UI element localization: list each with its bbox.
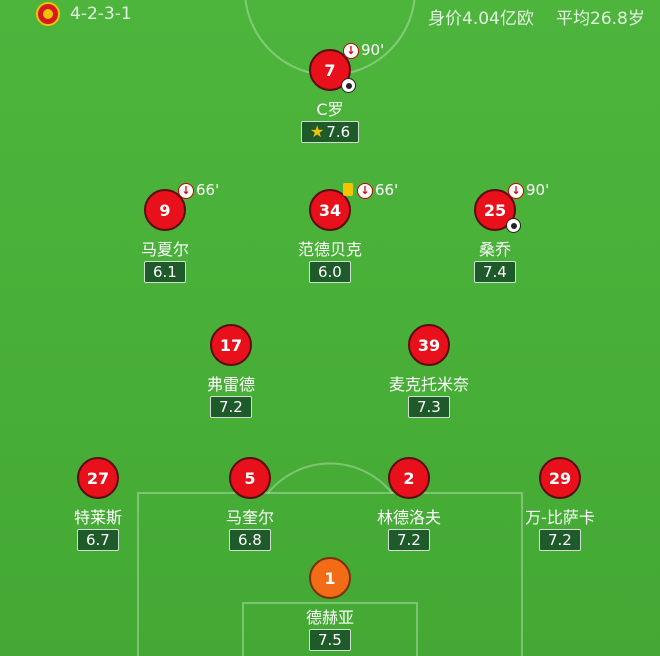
rating-value: 7.5 [318, 631, 342, 649]
rating-value: 7.3 [417, 398, 441, 416]
market-value: 身价4.04亿欧 [428, 9, 534, 29]
rating-value: 6.1 [153, 263, 177, 281]
rating-value: 6.8 [238, 531, 262, 549]
player-name: 德赫亚 [305, 608, 354, 627]
player-number: 27 [77, 457, 119, 499]
rating-value: 7.2 [548, 531, 572, 549]
average-age: 平均26.8岁 [556, 9, 645, 29]
player-rating: 6.8 [229, 529, 271, 551]
rating-value: 7.2 [219, 398, 243, 416]
goal-icon [506, 218, 521, 233]
player-name: 特莱斯 [73, 508, 122, 527]
player-number: 17 [210, 324, 252, 366]
player-number: 1 [309, 557, 351, 599]
rating-value: 7.6 [326, 123, 351, 141]
player-rating: 7.2 [210, 396, 252, 418]
player-number: 29 [539, 457, 581, 499]
player-name: 马夏尔 [140, 240, 189, 259]
player-rating: ★ 7.6 [301, 121, 360, 143]
player-name: C罗 [316, 100, 344, 119]
player-rating: 6.7 [77, 529, 119, 551]
sub-off-icon: ↓ [357, 183, 373, 199]
player-name: 万-比萨卡 [525, 508, 595, 527]
player-number: 39 [408, 324, 450, 366]
sub-off-icon: ↓ [508, 183, 524, 199]
rating-value: 6.0 [318, 263, 342, 281]
player-name: 弗雷德 [206, 375, 255, 394]
rating-value: 7.2 [397, 531, 421, 549]
player-rating: 7.2 [388, 529, 430, 551]
rating-value: 7.4 [483, 263, 507, 281]
player-rating: 6.1 [144, 261, 186, 283]
goal-icon [341, 78, 356, 93]
player-rating: 7.5 [309, 629, 351, 651]
player-name: 马奎尔 [225, 508, 274, 527]
player-rating: 7.4 [474, 261, 516, 283]
formation: 4-2-3-1 [70, 4, 132, 24]
sub-time: 90' [361, 41, 385, 59]
yellow-card [343, 183, 353, 196]
sub-off-icon: ↓ [343, 43, 359, 59]
player-name: 林德洛夫 [376, 508, 441, 527]
player-number: 5 [229, 457, 271, 499]
player-number: 34 [309, 189, 351, 231]
sub-time: 90' [526, 181, 550, 199]
star-icon: ★ [310, 122, 325, 141]
player-number: 2 [388, 457, 430, 499]
player-rating: 7.2 [539, 529, 581, 551]
sub-time: 66' [196, 181, 220, 199]
sub-off-icon: ↓ [178, 183, 194, 199]
player-rating: 7.3 [408, 396, 450, 418]
player-name: 麦克托米奈 [388, 375, 469, 394]
player-rating: 6.0 [309, 261, 351, 283]
rating-value: 6.7 [86, 531, 110, 549]
sub-time: 66' [375, 181, 399, 199]
player-name: 范德贝克 [297, 240, 362, 259]
player-name: 桑乔 [478, 240, 511, 259]
